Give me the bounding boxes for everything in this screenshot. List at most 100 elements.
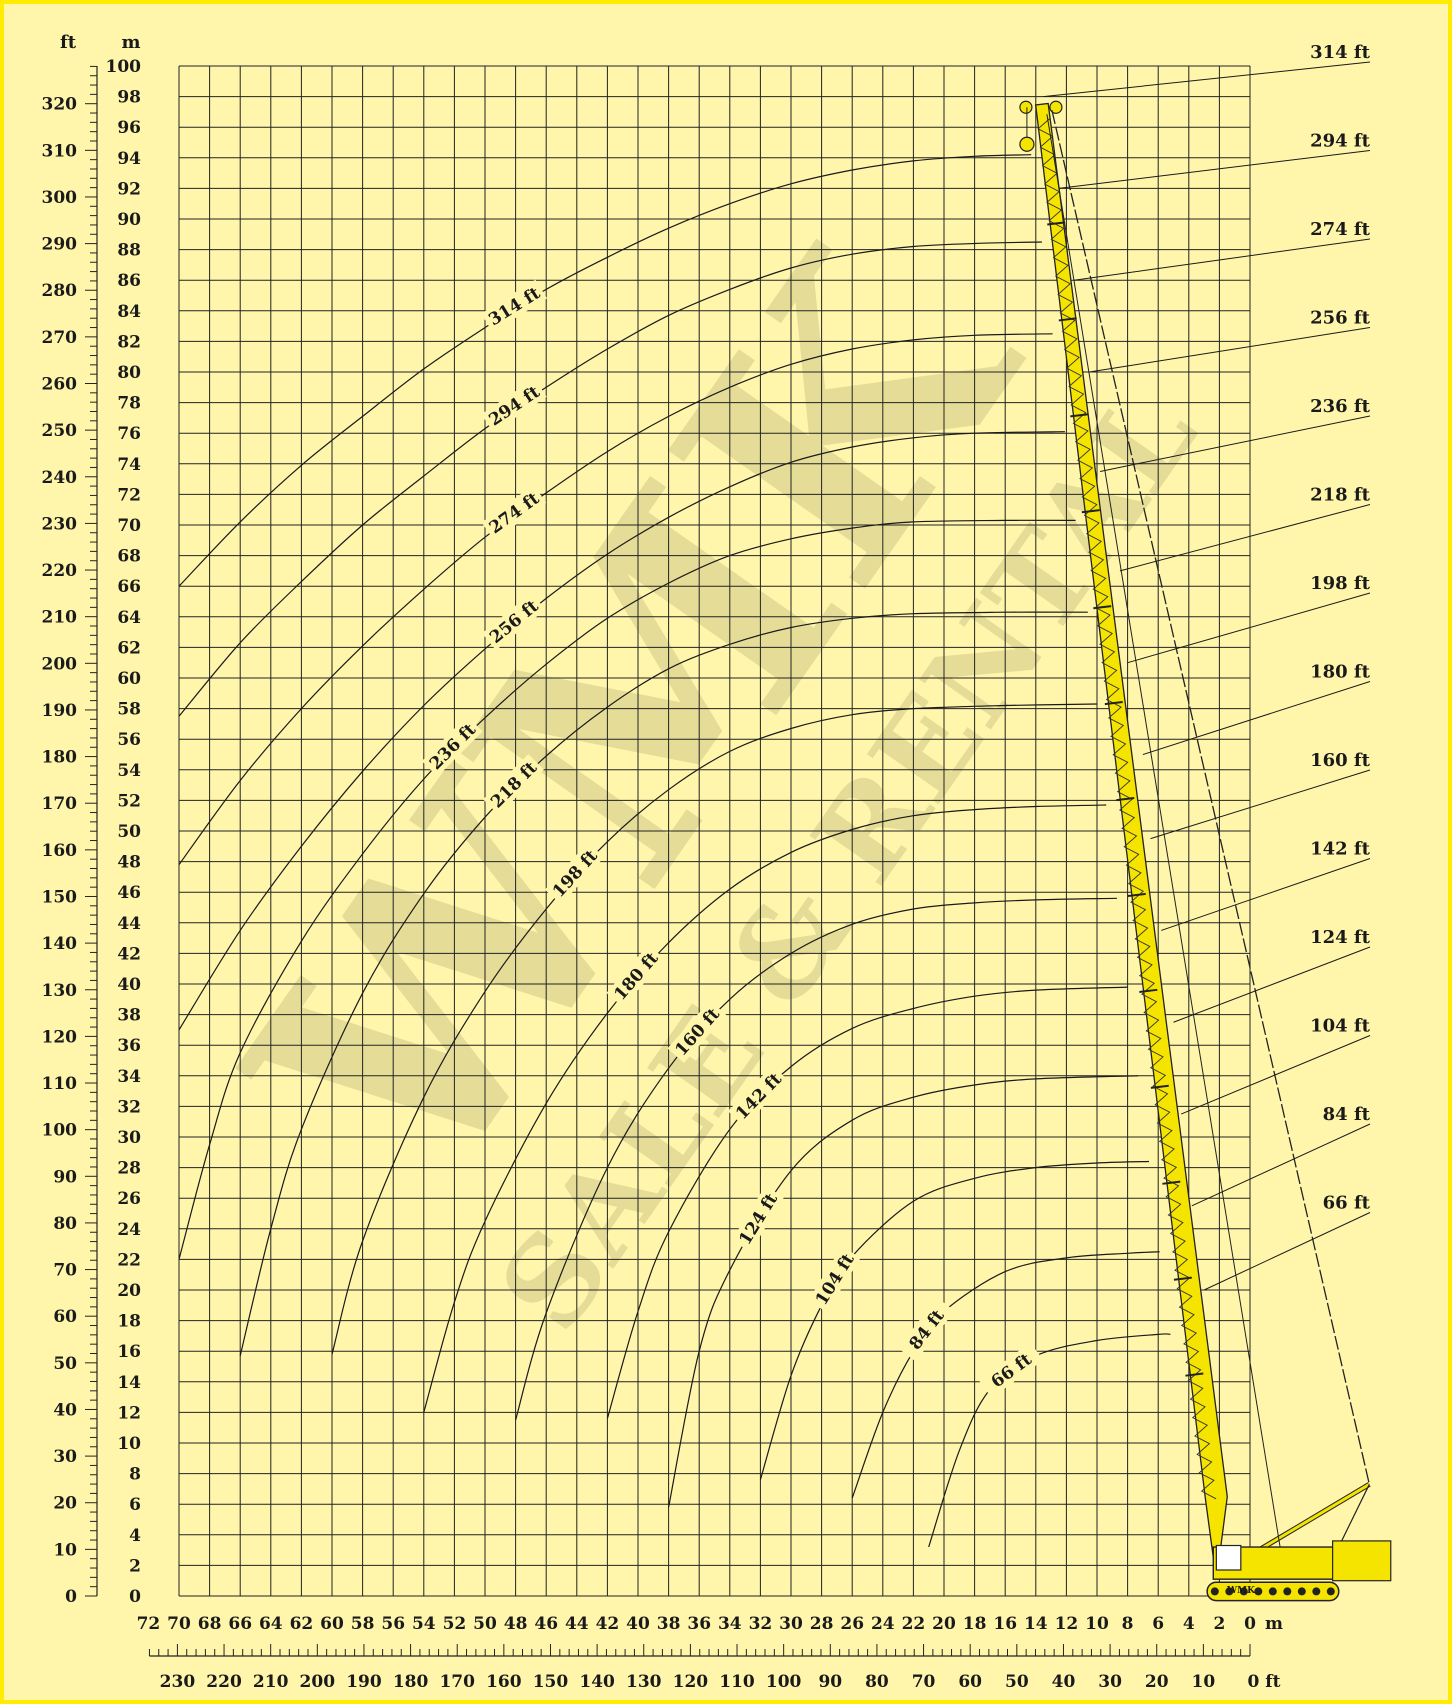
track-roller	[1239, 1587, 1248, 1596]
boom-section-band	[1173, 1276, 1192, 1281]
boom-length-label: 66 ft	[1323, 1193, 1371, 1214]
curve-label: 124 ft	[735, 1190, 782, 1249]
curve-label-bg	[808, 1246, 861, 1313]
y-m-tick-label: 68	[117, 547, 141, 567]
x-m-tick-label: 40	[626, 1614, 650, 1634]
curve-274ft	[178, 333, 1053, 866]
x-m-tick-label: 14	[1024, 1614, 1048, 1634]
curve-160ft	[515, 897, 1117, 1421]
y-m-tick-label: 56	[117, 730, 141, 750]
y-m-tick-label: 26	[117, 1189, 141, 1209]
boom-head-sheave	[1019, 100, 1033, 114]
y-m-tick-label: 32	[117, 1097, 141, 1117]
leader-line	[1191, 1123, 1371, 1207]
y-ft-tick-label: 240	[42, 468, 78, 488]
y-ft-tick-label: 170	[42, 794, 78, 814]
y-ft-tick-label: 70	[53, 1261, 77, 1281]
x-m-tick-label: 20	[932, 1614, 956, 1634]
x-m-tick-label: 0	[1244, 1614, 1256, 1634]
x-ft-tick-label: 60	[958, 1672, 982, 1692]
y-m-tick-label: 12	[117, 1403, 141, 1423]
boom-section-band	[1162, 1180, 1181, 1185]
leader-line	[1058, 150, 1371, 189]
curve-label-bg	[481, 279, 547, 333]
curve-label-bg	[606, 944, 666, 1008]
x-m-tick-label: 72	[137, 1614, 161, 1634]
leader-line	[1127, 592, 1371, 664]
y-m-tick-label: 50	[117, 822, 141, 842]
curve-label-bg	[482, 592, 546, 651]
y-ft-tick-label: 50	[53, 1354, 77, 1374]
curve-66ft	[928, 1333, 1171, 1548]
curve-124ft	[668, 1075, 1139, 1508]
leader-line	[1119, 504, 1371, 572]
x-m-tick-label: 26	[840, 1614, 864, 1634]
track-roller	[1297, 1587, 1306, 1596]
boom-length-label: 124 ft	[1310, 927, 1371, 948]
x-m-tick-label: 46	[534, 1614, 558, 1634]
y-ft-tick-label: 90	[53, 1167, 77, 1187]
y-m-tick-label: 22	[117, 1250, 141, 1270]
y-m-tick-label: 6	[129, 1495, 141, 1515]
y-m-tick-label: 70	[117, 516, 141, 536]
boom-length-leaders: 314 ft 294 ft 274 ft 256 ft 236 ft 218 ft 198 …	[1043, 42, 1371, 1291]
boom-length-label: 104 ft	[1310, 1016, 1371, 1037]
y-m-tick-label: 66	[117, 577, 141, 597]
hook-block	[1019, 136, 1035, 152]
x-ft-tick-label: 90	[818, 1672, 842, 1692]
curve-236ft	[178, 519, 1076, 1260]
x-ft-tick-label: 230	[160, 1672, 196, 1692]
y-ft-tick-label: 120	[42, 1027, 78, 1047]
track-roller	[1210, 1587, 1219, 1596]
boom-length-label: 274 ft	[1310, 219, 1371, 240]
y-m-tick-label: 58	[117, 700, 141, 720]
x-ft-tick-label: 180	[393, 1672, 429, 1692]
y-m-tick-label: 10	[117, 1434, 141, 1454]
x-ft-tick-label: 160	[486, 1672, 522, 1692]
y-m-tick-label: 38	[117, 1006, 141, 1026]
y-m-tick-label: 8	[129, 1465, 141, 1485]
leader-line	[1043, 61, 1371, 98]
curve-label-bg	[667, 1000, 727, 1063]
curve-180ft	[423, 804, 1107, 1413]
leader-line	[1180, 1035, 1371, 1115]
y-m-tick-label: 62	[117, 638, 141, 658]
x-m-tick-label: 12	[1055, 1614, 1079, 1634]
y-ft-tick-label: 110	[42, 1074, 78, 1094]
boom-length-label: 84 ft	[1323, 1104, 1371, 1125]
x-ft-tick-label: 140	[579, 1672, 615, 1692]
y-ft-tick-label: 320	[42, 95, 78, 115]
x-m-tick-label: 62	[290, 1614, 314, 1634]
curve-label-bg	[728, 1065, 789, 1127]
y-m-tick-label: 16	[117, 1342, 141, 1362]
y-m-tick-label: 60	[117, 669, 141, 689]
x-m-tick-label: 50	[473, 1614, 497, 1634]
y-ft-tick-label: 80	[53, 1214, 77, 1234]
y-ft-tick-label: 270	[42, 328, 78, 348]
leader-line	[1142, 681, 1371, 755]
curve-314ft	[178, 154, 1032, 587]
x-m-tick-label: 70	[167, 1614, 191, 1634]
y-m-tick-label: 80	[117, 363, 141, 383]
curve-198ft	[331, 703, 1098, 1355]
leader-line	[1150, 769, 1371, 840]
y-m-tick-label: 20	[117, 1281, 141, 1301]
track-roller	[1326, 1587, 1335, 1596]
x-ft-tick-label: 100	[766, 1672, 802, 1692]
x-m-tick-label: 6	[1152, 1614, 1164, 1634]
boom-section-band	[1127, 892, 1146, 898]
leader-line	[1173, 946, 1371, 1023]
x-m-unit-label: m	[1265, 1614, 1283, 1634]
y-m-tick-label: 28	[117, 1159, 141, 1179]
y-ft-tick-label: 10	[53, 1540, 77, 1560]
curve-label-bg	[544, 842, 605, 905]
x-m-tick-label: 52	[443, 1614, 467, 1634]
boom-length-label: 256 ft	[1310, 308, 1371, 329]
boom-section-band	[1070, 413, 1089, 418]
x-m-tick-label: 38	[657, 1614, 681, 1634]
track-roller	[1254, 1587, 1263, 1596]
x-m-tick-label: 60	[320, 1614, 344, 1634]
y-ft-tick-label: 0	[65, 1587, 77, 1607]
boom-section-band	[1116, 796, 1135, 802]
